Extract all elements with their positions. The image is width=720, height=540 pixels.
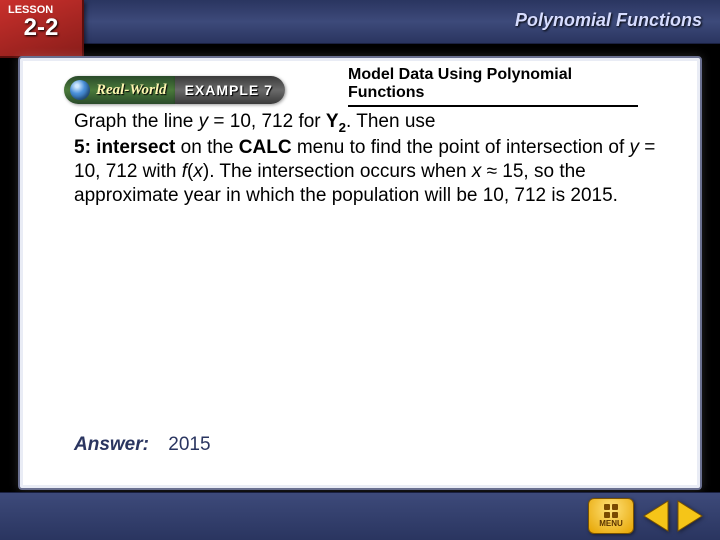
answer-value: 2015 [168,434,210,455]
menu-grid-icon [604,504,618,518]
body-var-y: y [199,111,209,132]
example-title: Model Data Using Polynomial Functions [348,66,638,107]
real-world-label: Real-World [96,82,167,99]
example-number-pill: EXAMPLE 7 [175,76,285,104]
body-calc: CALC [239,137,292,158]
body-sub: 2 [339,120,346,135]
body-frag: on the [175,137,238,158]
body-frag: menu to find the point of intersection o… [292,137,630,158]
bottom-bar: MENU [0,492,720,540]
arrow-right-icon [676,499,706,533]
body-text: Graph the line y = 10, 712 for Y2. Then … [74,110,660,208]
prev-button[interactable] [640,499,670,533]
body-Y: Y [326,111,339,132]
menu-label: MENU [599,519,623,528]
answer-row: Answer: 2015 [74,434,211,456]
answer-label: Answer: [74,434,149,455]
body-var-y: y [630,137,640,158]
body-menu-item: 5: intersect [74,137,175,158]
arrow-left-icon [640,499,670,533]
body-frag: Graph the line [74,111,199,132]
lesson-number: 2-2 [0,14,82,42]
nav-controls: MENU [588,498,706,534]
real-world-pill: Real-World [64,76,175,104]
next-button[interactable] [676,499,706,533]
body-var-x: x [193,161,203,182]
top-bar: Polynomial Functions [0,0,720,44]
content-frame: Real-World EXAMPLE 7 Model Data Using Po… [18,56,702,490]
body-frag: . The intersection occurs when [209,161,472,182]
menu-button[interactable]: MENU [588,498,634,534]
lesson-badge: LESSON 2-2 [0,0,84,58]
body-var-x: x [472,161,482,182]
body-frag: = 10, 712 for [208,111,326,132]
globe-icon [70,80,90,100]
body-frag: . Then use [346,111,435,132]
chapter-title: Polynomial Functions [515,10,702,31]
example-number: EXAMPLE 7 [185,82,273,98]
